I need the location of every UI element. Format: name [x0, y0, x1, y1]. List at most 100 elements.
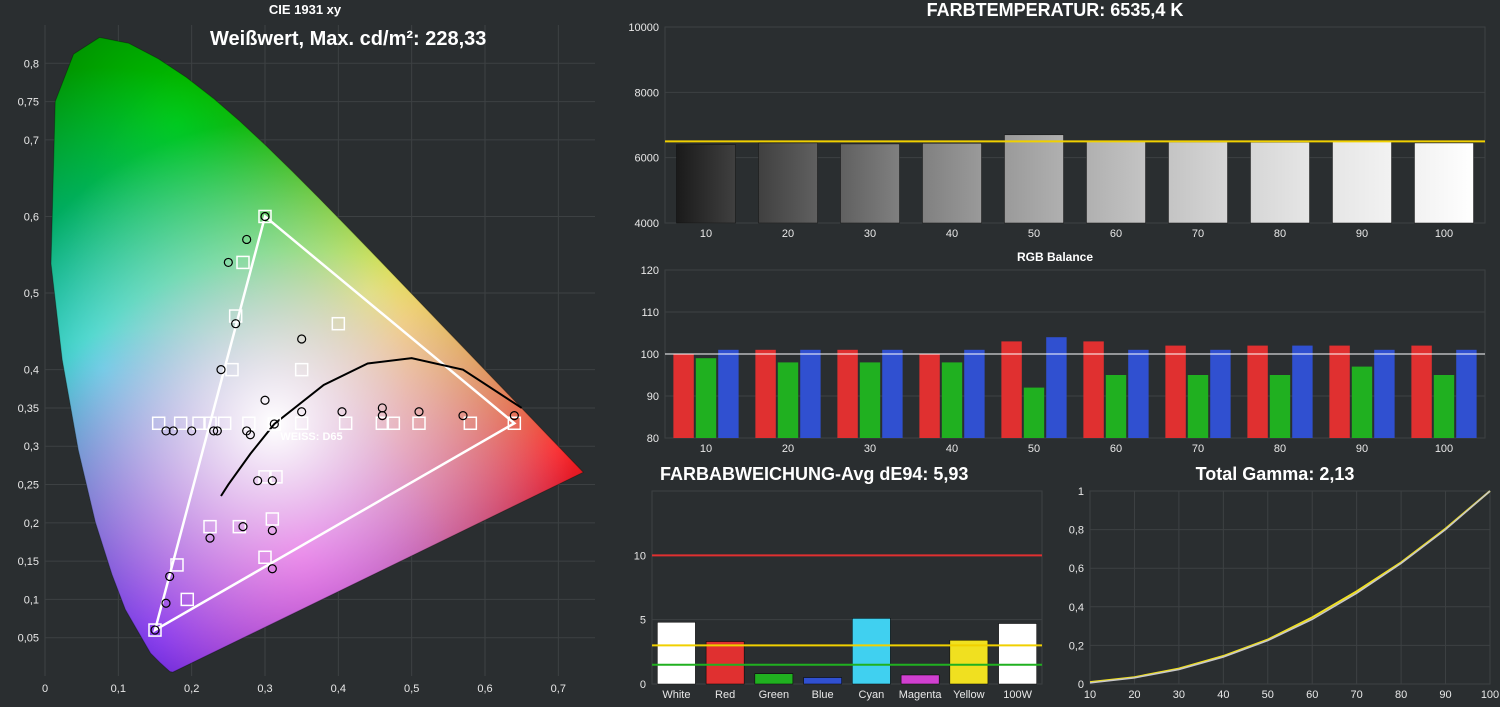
rgb-bar-r	[1165, 346, 1185, 438]
cie-whitepoint-overlay: Weißwert, Max. cd/m²: 228,33	[210, 28, 486, 51]
svg-text:40: 40	[946, 228, 958, 240]
de-bar	[804, 678, 842, 684]
gamma-curve	[1090, 491, 1490, 683]
rgb-bar-b	[1456, 350, 1476, 438]
rgb-balance-chart: RGB Balance 8090100110120102030405060708…	[610, 250, 1500, 464]
de-bar	[901, 675, 939, 684]
svg-text:WEISS: D65: WEISS: D65	[280, 431, 342, 443]
rgb-bar-b	[1210, 350, 1230, 438]
svg-text:10: 10	[700, 443, 712, 455]
svg-text:Yellow: Yellow	[953, 689, 984, 701]
temp-bar	[1250, 142, 1309, 223]
de-bar	[950, 640, 988, 684]
svg-text:0,4: 0,4	[1069, 602, 1084, 614]
svg-text:5: 5	[640, 615, 646, 627]
temperature-plot: 40006000800010000102030405060708090100	[610, 21, 1500, 245]
svg-text:0,35: 0,35	[18, 403, 39, 415]
svg-text:60: 60	[1110, 228, 1122, 240]
svg-text:0,4: 0,4	[24, 365, 39, 377]
svg-text:0,4: 0,4	[331, 683, 346, 695]
temp-bar	[1004, 135, 1063, 223]
svg-text:1: 1	[1078, 486, 1084, 498]
rgb-bar-g	[860, 362, 880, 438]
svg-text:6000: 6000	[635, 153, 659, 165]
svg-text:0,8: 0,8	[24, 58, 39, 70]
de-bar	[706, 642, 744, 684]
rgb-bar-r	[1083, 341, 1103, 438]
rgb-bar-r	[673, 354, 693, 438]
svg-text:0,6: 0,6	[477, 683, 492, 695]
temp-bar	[840, 144, 899, 223]
svg-text:50: 50	[1028, 443, 1040, 455]
gamma-plot: 00,20,40,60,81102030405060708090100	[1050, 485, 1500, 704]
svg-text:100: 100	[1481, 689, 1499, 701]
temperature-title: FARBTEMPERATUR: 6535,4 K	[610, 0, 1500, 21]
rgb-bar-r	[755, 350, 775, 438]
svg-text:30: 30	[1173, 689, 1185, 701]
svg-text:Cyan: Cyan	[859, 689, 885, 701]
svg-text:Magenta: Magenta	[899, 689, 943, 701]
svg-text:70: 70	[1351, 689, 1363, 701]
svg-text:0,05: 0,05	[18, 633, 39, 645]
svg-text:60: 60	[1110, 443, 1122, 455]
gamma-title: Total Gamma: 2,13	[1050, 464, 1500, 485]
svg-text:0,3: 0,3	[24, 441, 39, 453]
svg-text:0,15: 0,15	[18, 556, 39, 568]
svg-text:30: 30	[864, 443, 876, 455]
svg-text:0,5: 0,5	[404, 683, 419, 695]
cie-plot: 0,050,10,150,20,250,30,350,40,50,60,70,7…	[0, 17, 610, 704]
svg-text:70: 70	[1192, 443, 1204, 455]
svg-text:60: 60	[1306, 689, 1318, 701]
svg-text:40: 40	[946, 443, 958, 455]
svg-text:0,2: 0,2	[24, 518, 39, 530]
svg-text:100: 100	[1435, 443, 1453, 455]
color-deviation-chart: FARBABWEICHUNG-Avg dE94: 5,93 0510WhiteR…	[610, 464, 1050, 707]
rgb-bar-b	[718, 350, 738, 438]
rgb-bar-g	[1106, 375, 1126, 438]
rgb-bar-b	[882, 350, 902, 438]
svg-text:90: 90	[647, 391, 659, 403]
svg-text:Blue: Blue	[812, 689, 834, 701]
svg-text:0: 0	[42, 683, 48, 695]
svg-text:20: 20	[1128, 689, 1140, 701]
rgb-bar-g	[1024, 388, 1044, 438]
svg-text:0,8: 0,8	[1069, 525, 1084, 537]
svg-text:Red: Red	[715, 689, 735, 701]
de-title: FARBABWEICHUNG-Avg dE94: 5,93	[610, 464, 1050, 485]
svg-text:0,1: 0,1	[24, 594, 39, 606]
svg-text:0,1: 0,1	[111, 683, 126, 695]
cie-title: CIE 1931 xy	[0, 0, 610, 17]
rgb-bar-g	[1188, 375, 1208, 438]
svg-text:20: 20	[782, 228, 794, 240]
svg-text:120: 120	[641, 265, 659, 277]
svg-text:80: 80	[1274, 443, 1286, 455]
svg-text:0,25: 0,25	[18, 480, 39, 492]
svg-text:90: 90	[1356, 228, 1368, 240]
rgb-bar-b	[964, 350, 984, 438]
temp-bar	[1414, 143, 1473, 223]
temp-bar	[1332, 142, 1391, 223]
svg-text:80: 80	[647, 433, 659, 445]
rgb-bar-r	[1247, 346, 1267, 438]
rgb-bar-b	[1374, 350, 1394, 438]
svg-text:80: 80	[1395, 689, 1407, 701]
cie-chromaticity-chart: CIE 1931 xy 0,05 0,1 0,15 0,2 0,25 0,3 0,35 0,4…	[0, 0, 610, 707]
svg-text:0: 0	[640, 679, 646, 691]
rgb-bar-r	[919, 354, 939, 438]
rgb-bar-g	[1352, 367, 1372, 438]
svg-text:0,2: 0,2	[1069, 640, 1084, 652]
svg-text:4000: 4000	[635, 218, 659, 230]
svg-text:White: White	[662, 689, 690, 701]
svg-text:10: 10	[700, 228, 712, 240]
rgb-bar-b	[1292, 346, 1312, 438]
temp-bar	[758, 143, 817, 223]
svg-text:90: 90	[1356, 443, 1368, 455]
svg-text:0,7: 0,7	[551, 683, 566, 695]
rgb-bar-g	[1434, 375, 1454, 438]
svg-text:50: 50	[1028, 228, 1040, 240]
de-plot: 0510WhiteRedGreenBlueCyanMagentaYellow10…	[610, 485, 1050, 704]
rgb-title: RGB Balance	[610, 250, 1500, 264]
svg-text:10000: 10000	[628, 22, 659, 34]
svg-text:0,2: 0,2	[184, 683, 199, 695]
rgb-bar-b	[1128, 350, 1148, 438]
